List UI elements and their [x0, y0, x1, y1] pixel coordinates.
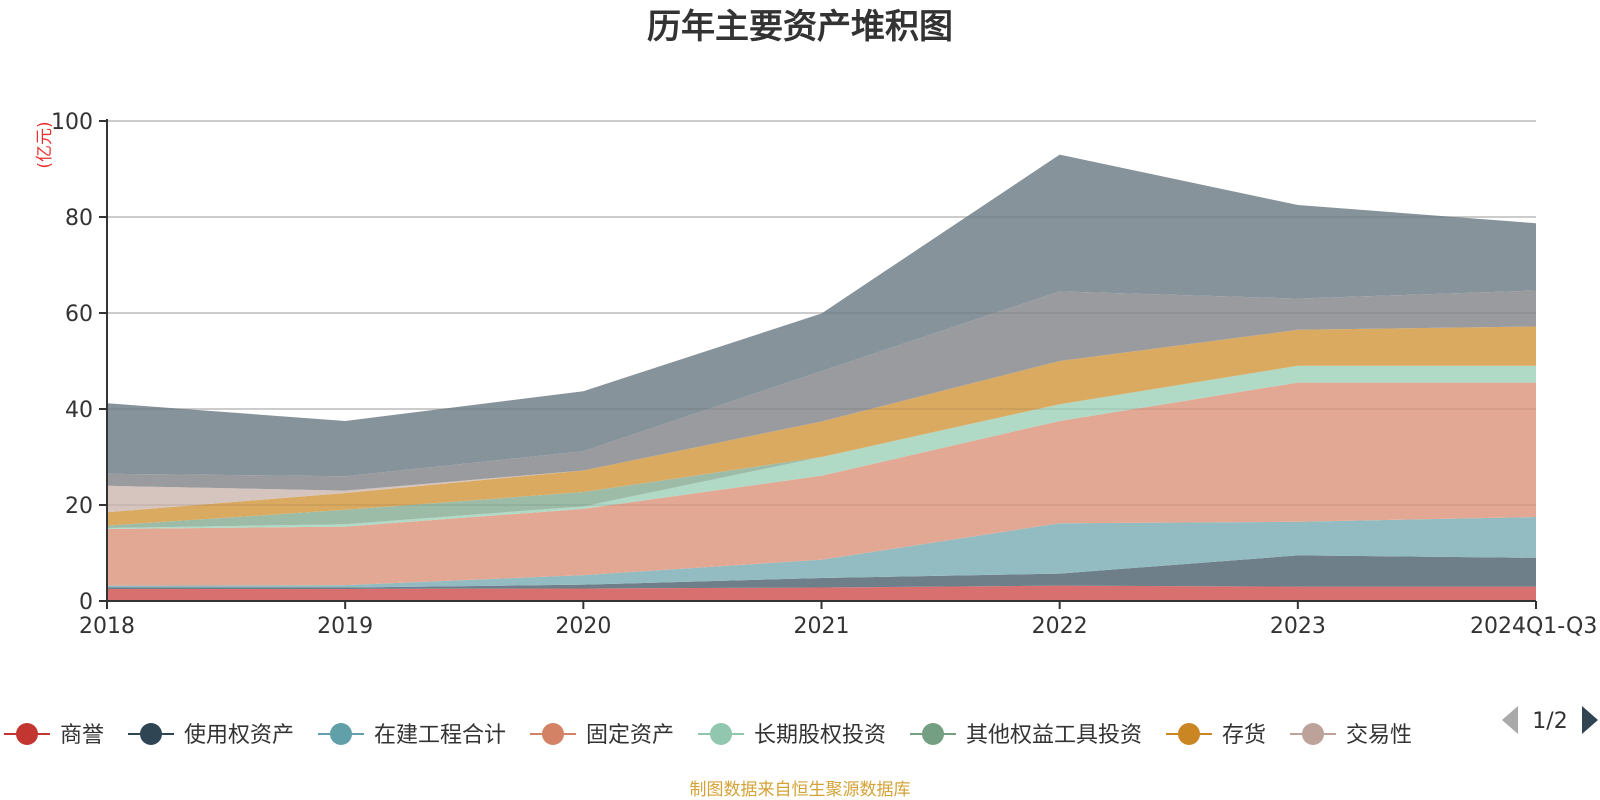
- legend-label-7: 交易性: [1346, 723, 1412, 748]
- x-tick-label-4: 2022: [1032, 614, 1088, 639]
- legend-marker-icon-7: [1302, 723, 1324, 745]
- x-tick-label-6: 2024Q1-Q3: [1470, 614, 1597, 639]
- legend-item-4[interactable]: 长期股权投资: [698, 723, 886, 748]
- legend-prev-page-icon[interactable]: [1502, 706, 1518, 734]
- legend-marker-icon-4: [710, 723, 732, 745]
- data-source-note: 制图数据来自恒生聚源数据库: [690, 780, 911, 800]
- area-series-0[interactable]: [107, 585, 1536, 601]
- legend-marker-icon-5: [922, 723, 944, 745]
- legend-marker-icon-2: [330, 723, 352, 745]
- y-axis-unit-label: (亿元): [35, 121, 55, 168]
- legend-item-0[interactable]: 商誉: [4, 723, 104, 748]
- legend-item-5[interactable]: 其他权益工具投资: [910, 723, 1142, 748]
- y-tick-label-2: 40: [65, 398, 93, 423]
- legend-item-7[interactable]: 交易性: [1290, 723, 1412, 748]
- legend-marker-icon-0: [16, 723, 38, 745]
- area-series-9[interactable]: [107, 154, 1536, 477]
- legend-label-3: 固定资产: [586, 723, 674, 748]
- y-tick-label-1: 20: [65, 494, 93, 519]
- x-tick-label-5: 2023: [1270, 614, 1326, 639]
- area-series-2[interactable]: [107, 517, 1536, 588]
- area-series-7[interactable]: [107, 326, 1536, 513]
- area-series-6[interactable]: [107, 326, 1536, 526]
- legend-label-2: 在建工程合计: [374, 723, 506, 748]
- legend-label-6: 存货: [1222, 723, 1266, 748]
- area-series-1[interactable]: [107, 555, 1536, 589]
- legend-item-3[interactable]: 固定资产: [530, 723, 674, 748]
- legend-item-2[interactable]: 在建工程合计: [318, 723, 506, 748]
- y-tick-label-5: 100: [51, 110, 93, 135]
- legend-label-5: 其他权益工具投资: [966, 723, 1142, 748]
- area-series-3[interactable]: [107, 382, 1536, 586]
- legend-marker-icon-1: [140, 723, 162, 745]
- x-tick-label-2: 2020: [555, 614, 611, 639]
- legend-label-0: 商誉: [60, 723, 104, 748]
- y-tick-label-0: 0: [79, 590, 93, 615]
- legend-page-indicator: 1/2: [1532, 709, 1567, 734]
- chart-title: 历年主要资产堆积图: [647, 7, 953, 47]
- x-tick-label-1: 2019: [317, 614, 373, 639]
- legend-item-6[interactable]: 存货: [1166, 723, 1266, 748]
- y-tick-label-3: 60: [65, 302, 93, 327]
- y-tick-label-4: 80: [65, 206, 93, 231]
- legend-label-4: 长期股权投资: [754, 723, 886, 748]
- legend-pager: 1/2: [1502, 706, 1598, 734]
- x-tick-label-0: 2018: [79, 614, 135, 639]
- legend-marker-icon-3: [542, 723, 564, 745]
- area-series-4[interactable]: [107, 365, 1536, 529]
- area-series-group: [107, 120, 1536, 601]
- legend-next-page-icon[interactable]: [1582, 706, 1598, 734]
- legend: 商誉 使用权资产 在建工程合计 固定资产 长期股权投资 其他权益工具投资 存货 交易性: [4, 723, 1412, 748]
- x-tick-label-3: 2021: [794, 614, 850, 639]
- area-series-8[interactable]: [107, 290, 1536, 491]
- axes: 0 20 40 60 80 100 2018 2019 2020 2021 2022 2023 2024…: [51, 110, 1597, 639]
- legend-item-1[interactable]: 使用权资产: [128, 723, 294, 748]
- legend-marker-icon-6: [1178, 723, 1200, 745]
- legend-label-1: 使用权资产: [184, 723, 294, 748]
